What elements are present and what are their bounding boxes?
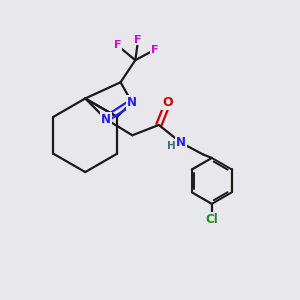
Text: N: N bbox=[101, 112, 111, 126]
Text: N: N bbox=[176, 136, 186, 149]
Text: H: H bbox=[167, 141, 176, 151]
Text: Cl: Cl bbox=[206, 213, 218, 226]
Text: F: F bbox=[151, 45, 158, 55]
Text: N: N bbox=[127, 96, 137, 109]
Text: F: F bbox=[114, 40, 122, 50]
Text: F: F bbox=[134, 34, 142, 45]
Text: O: O bbox=[162, 96, 173, 110]
